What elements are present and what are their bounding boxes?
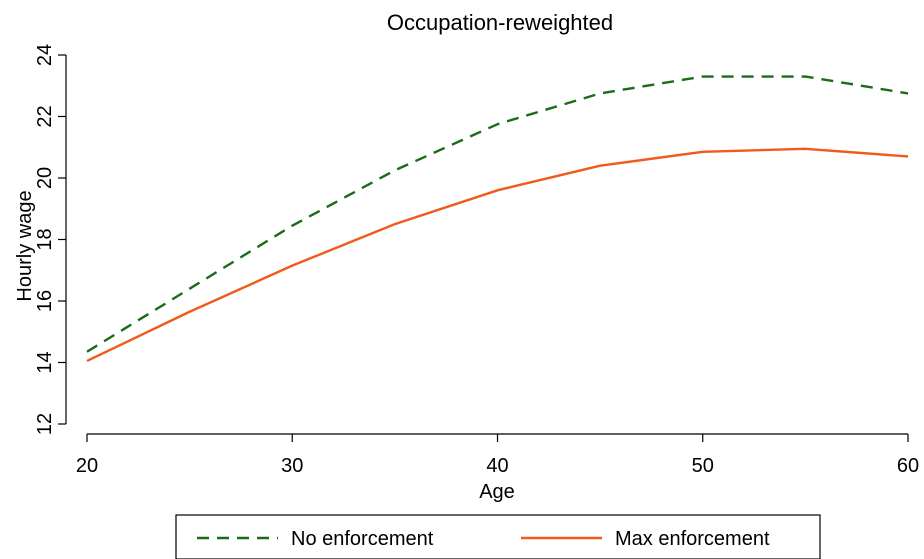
- y-tick-label: 12: [34, 413, 56, 435]
- x-tick-label: 30: [281, 455, 303, 477]
- y-tick-label: 24: [34, 44, 56, 66]
- y-tick-label: 16: [34, 290, 56, 312]
- y-axis-ticks: 12 14 16 18 20 22 24: [34, 44, 66, 435]
- legend: No enforcement Max enforcement: [175, 514, 821, 559]
- x-tick-label: 20: [76, 455, 98, 477]
- series-layer: [86, 75, 909, 363]
- legend-label-no-enforcement: No enforcement: [291, 528, 434, 550]
- x-axis-label: Age: [479, 481, 515, 503]
- chart-title: Occupation-reweighted: [387, 10, 613, 35]
- x-tick-label: 40: [486, 455, 508, 477]
- y-tick-label: 18: [34, 228, 56, 250]
- y-tick-label: 20: [34, 167, 56, 189]
- legend-label-max-enforcement: Max enforcement: [615, 528, 770, 550]
- legend-box: [175, 514, 821, 559]
- x-tick-label: 60: [897, 455, 919, 477]
- x-axis-ticks: 20 30 40 50 60: [76, 434, 919, 477]
- plot-area: [66, 37, 924, 434]
- x-tick-label: 50: [692, 455, 714, 477]
- y-tick-label: 14: [34, 351, 56, 373]
- y-axis-label: Hourly wage: [14, 190, 36, 301]
- y-tick-label: 22: [34, 105, 56, 127]
